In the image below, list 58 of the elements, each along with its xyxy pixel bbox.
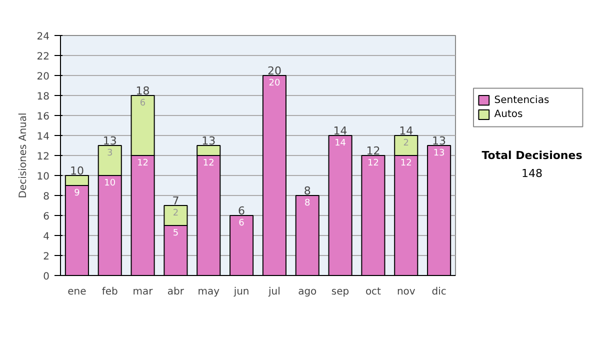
total-label: 14 <box>333 124 348 138</box>
data-label: 13 <box>433 148 445 158</box>
x-tick-label: abr <box>167 286 185 298</box>
y-tick-label: 20 <box>36 72 50 82</box>
y-tick-label: 24 <box>36 32 50 42</box>
data-label: 9 <box>74 188 80 198</box>
data-label: 14 <box>334 138 346 148</box>
legend-label: Sentencias <box>494 94 550 106</box>
data-label: 10 <box>104 178 116 188</box>
total-label: 10 <box>70 164 84 178</box>
total-label: 20 <box>267 64 282 78</box>
y-tick-label: 0 <box>43 272 50 282</box>
text: Total Decisiones <box>482 149 583 162</box>
x-tick-label: oct <box>365 286 382 298</box>
data-label: 12 <box>137 158 149 168</box>
total-label: 7 <box>172 194 180 208</box>
total-label: 13 <box>102 134 117 148</box>
total-label: 6 <box>238 204 246 218</box>
y-axis-title: Decisiones Anual <box>18 112 29 198</box>
total-label: 13 <box>432 134 446 148</box>
y-tick-label: 4 <box>43 232 50 242</box>
total-label: 14 <box>399 124 414 138</box>
y-tick-label: 14 <box>36 132 50 142</box>
total-label: 8 <box>304 184 311 198</box>
data-label: 20 <box>268 78 280 88</box>
total-label: 13 <box>202 134 216 148</box>
y-tick-label: 18 <box>36 92 50 102</box>
data-label: 2 <box>403 138 409 148</box>
total-label: 12 <box>366 144 380 158</box>
x-tick-label: ene <box>68 286 86 298</box>
total-label: 18 <box>136 84 150 98</box>
data-label: 12 <box>367 158 379 168</box>
legend-label: Autos <box>494 109 523 120</box>
x-tick-label: mar <box>132 286 154 298</box>
y-tick-label: 6 <box>43 212 50 222</box>
y-tick-label: 8 <box>43 192 50 202</box>
y-tick-label: 10 <box>36 172 50 182</box>
x-tick-label: feb <box>102 286 118 298</box>
x-tick-label: jul <box>268 286 280 298</box>
x-tick-label: nov <box>396 286 416 298</box>
x-tick-label: may <box>198 286 220 298</box>
x-tick-label: ago <box>298 286 317 298</box>
data-label: 5 <box>172 228 179 238</box>
x-tick-label: sep <box>331 286 350 298</box>
y-tick-label: 22 <box>36 52 50 62</box>
y-tick-label: 16 <box>36 112 50 122</box>
data-label: 6 <box>238 218 245 228</box>
data-label: 2 <box>172 208 179 218</box>
data-label: 12 <box>400 158 412 168</box>
x-tick-label: dic <box>432 286 446 298</box>
data-label: 12 <box>202 158 214 168</box>
data-label: 3 <box>107 148 113 158</box>
y-tick-label: 2 <box>43 252 50 262</box>
x-tick-label: jun <box>232 286 250 298</box>
data-label: 6 <box>140 98 146 108</box>
data-label: 8 <box>304 198 311 208</box>
text: 148 <box>522 166 542 180</box>
y-tick-label: 12 <box>36 152 50 162</box>
